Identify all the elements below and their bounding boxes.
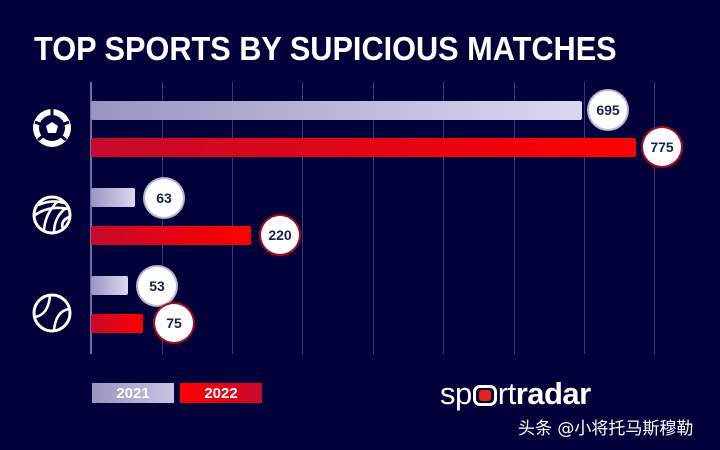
- gridline: [302, 82, 303, 354]
- gridline: [232, 82, 233, 354]
- bar-soccer-2021: [91, 101, 582, 120]
- logo-text-sp: sp: [440, 376, 472, 411]
- logo-o-icon: [472, 385, 497, 406]
- gridline: [584, 82, 585, 354]
- value-label-soccer-2021: 695: [589, 91, 627, 129]
- tennis-ball-icon: [32, 293, 72, 333]
- bar-basketball-2022: [91, 226, 251, 245]
- gridline: [443, 82, 444, 354]
- bar-tennis-2021: [91, 276, 128, 295]
- logo-text-rt: rt: [497, 376, 516, 411]
- gridline: [514, 82, 515, 354]
- logo-text-radar: radar: [515, 376, 592, 411]
- value-label-basketball-2022: 220: [261, 216, 299, 254]
- bar-tennis-2022: [91, 314, 143, 333]
- legend-2022: 2022: [180, 383, 262, 403]
- value-label-tennis-2021: 53: [138, 267, 176, 305]
- soccer-ball-icon: [33, 109, 71, 147]
- bar-soccer-2022: [91, 138, 636, 157]
- y-axis-line: [90, 82, 92, 354]
- sportradar-logo: sp rtradar: [440, 376, 591, 412]
- value-label-soccer-2022: 775: [643, 128, 681, 166]
- gridline: [162, 82, 163, 354]
- watermark: 头条 @小将托马斯穆勒: [518, 419, 694, 439]
- value-label-basketball-2021: 63: [145, 179, 183, 217]
- chart-title: TOP SPORTS BY SUPICIOUS MATCHES: [34, 30, 617, 67]
- gridline: [373, 82, 374, 354]
- legend-2021: 2021: [92, 383, 174, 403]
- value-label-tennis-2022: 75: [155, 304, 193, 342]
- gridline: [654, 82, 655, 354]
- bar-basketball-2021: [91, 188, 135, 207]
- basketball-icon: [32, 195, 72, 235]
